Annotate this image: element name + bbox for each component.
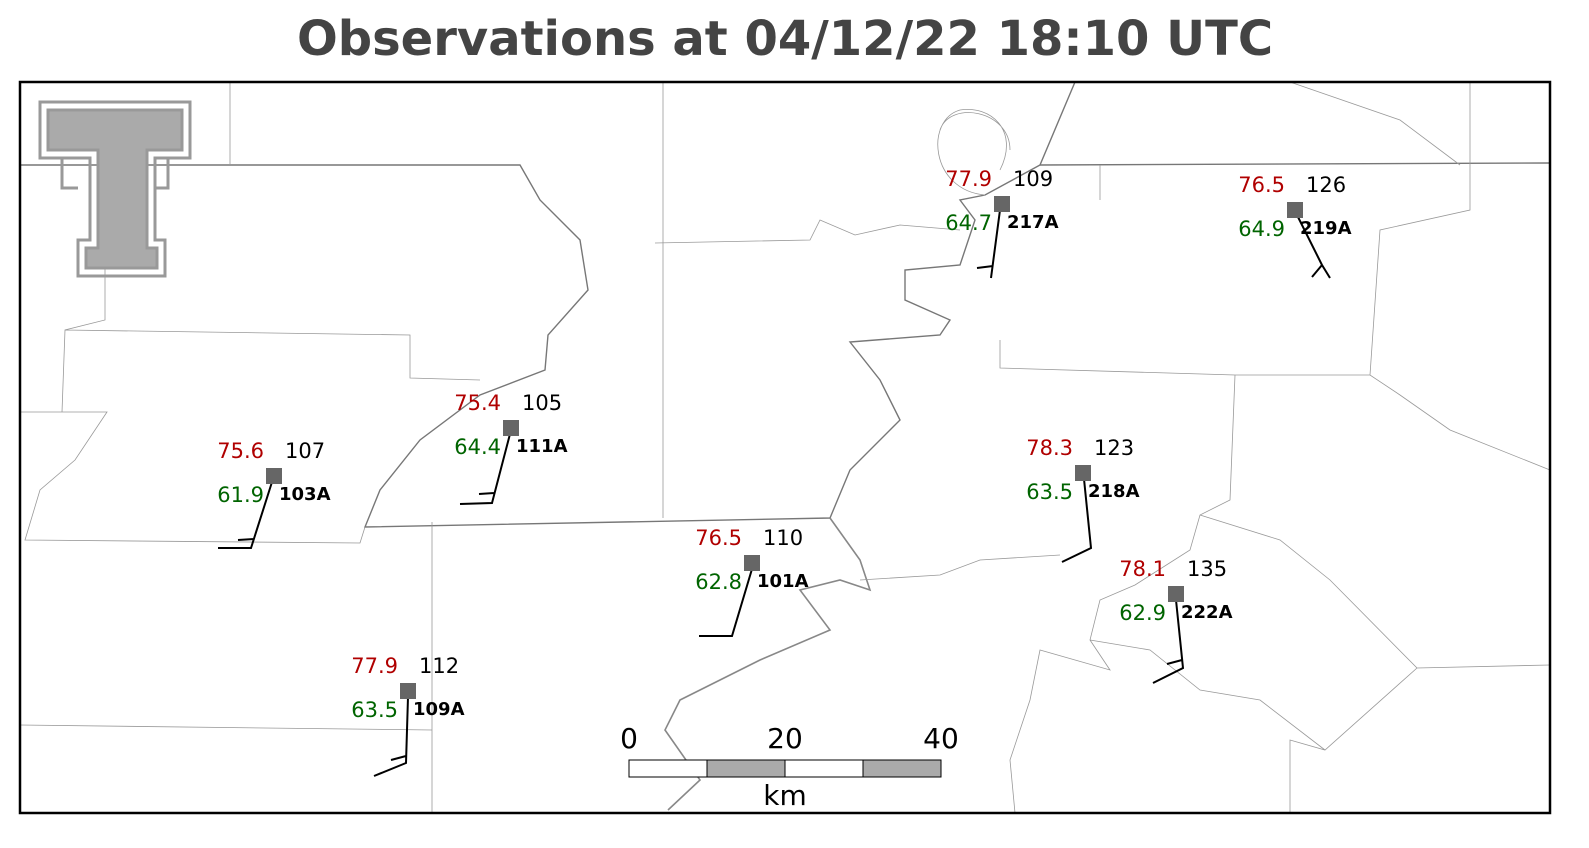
station-id: 218A xyxy=(1088,481,1140,502)
dewpoint: 64.7 xyxy=(945,211,992,235)
scale-unit: km xyxy=(763,779,807,812)
dewpoint: 63.5 xyxy=(351,698,398,722)
temperature: 75.4 xyxy=(454,391,501,415)
station-marker xyxy=(503,420,519,436)
station-id: 222A xyxy=(1181,602,1233,623)
pressure: 110 xyxy=(763,526,803,550)
wind-barb xyxy=(218,481,273,549)
temperature: 78.3 xyxy=(1026,436,1073,460)
title: Observations at 04/12/22 18:10 UTC xyxy=(297,11,1273,67)
pressure: 135 xyxy=(1187,557,1227,581)
temperature: 76.5 xyxy=(1238,173,1285,197)
wind-barb xyxy=(1061,478,1093,563)
dewpoint: 64.4 xyxy=(454,435,501,459)
scale-label: 0 xyxy=(620,722,638,755)
station-marker xyxy=(744,555,760,571)
dewpoint: 64.9 xyxy=(1238,217,1285,241)
wind-barb xyxy=(699,568,753,637)
station-marker xyxy=(1168,586,1184,602)
map-frame xyxy=(18,80,1552,815)
pressure: 112 xyxy=(419,654,459,678)
dewpoint: 61.9 xyxy=(217,483,264,507)
pressure: 107 xyxy=(285,439,325,463)
wind-barb xyxy=(459,433,511,505)
scale-label: 20 xyxy=(767,722,803,755)
station-marker xyxy=(1287,202,1303,218)
dewpoint: 62.9 xyxy=(1119,601,1166,625)
dewpoint: 63.5 xyxy=(1026,480,1073,504)
station-marker xyxy=(994,196,1010,212)
temperature: 76.5 xyxy=(695,526,742,550)
station-id: 101A xyxy=(757,571,809,592)
pressure: 109 xyxy=(1013,167,1053,191)
pressure: 123 xyxy=(1094,436,1134,460)
station-marker xyxy=(400,683,416,699)
wind-barb xyxy=(976,209,1001,279)
dewpoint: 62.8 xyxy=(695,570,742,594)
station-id: 103A xyxy=(279,484,331,505)
wind-barb xyxy=(373,696,409,777)
temperature: 78.1 xyxy=(1119,557,1166,581)
wind-barb xyxy=(1297,216,1331,279)
temperature: 77.9 xyxy=(945,167,992,191)
pressure: 126 xyxy=(1306,173,1346,197)
logo xyxy=(38,100,192,278)
pressure: 105 xyxy=(522,391,562,415)
temperature: 77.9 xyxy=(351,654,398,678)
station-id: 109A xyxy=(413,699,465,720)
station-id: 111A xyxy=(516,436,568,457)
scale-label: 40 xyxy=(923,722,959,755)
station-marker xyxy=(266,468,282,484)
boundaries xyxy=(19,81,1551,814)
temperature: 75.6 xyxy=(217,439,264,463)
station-id: 219A xyxy=(1300,218,1352,239)
station-id: 217A xyxy=(1007,212,1059,233)
scale-bar: 0 20 40 km xyxy=(620,722,959,812)
station-marker xyxy=(1075,465,1091,481)
wind-barb xyxy=(1152,599,1185,684)
